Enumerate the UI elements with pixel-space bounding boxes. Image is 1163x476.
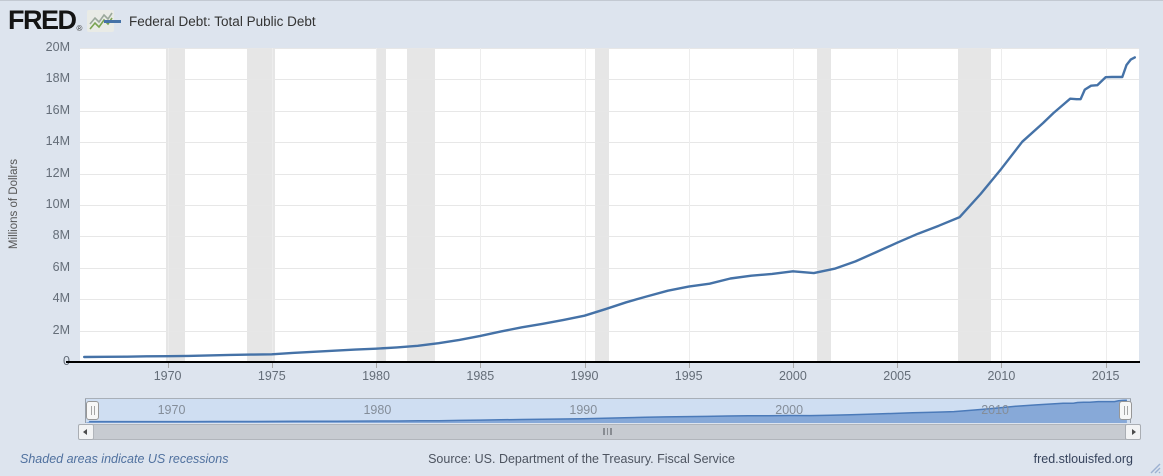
fred-logo-text: FRED (8, 5, 77, 35)
x-gridline (1001, 48, 1003, 362)
y-tick-label: 2M (52, 322, 70, 337)
scroll-right-button[interactable] (1125, 424, 1141, 440)
y-gridline (80, 142, 1139, 144)
y-tick-label: 14M (45, 134, 70, 149)
y-gridline (80, 299, 1139, 301)
x-tick-label: 1995 (674, 369, 703, 383)
debt-line (82, 56, 1137, 359)
x-gridline (688, 48, 690, 362)
legend-label: Federal Debt: Total Public Debt (129, 13, 316, 29)
y-axis-title: Millions of Dollars (8, 158, 20, 250)
x-tick-label: 2015 (1091, 369, 1120, 383)
selector-area-chart (85, 399, 1127, 423)
y-tick-label: 20M (45, 40, 70, 54)
x-tick-label: 2010 (987, 369, 1016, 383)
selector-year-label: 2000 (775, 403, 804, 417)
y-tick-label: 10M (45, 197, 70, 211)
selector-year-label: 2010 (981, 403, 1009, 417)
y-tick-label: 8M (52, 228, 70, 243)
x-tick-mark (376, 363, 377, 368)
x-gridline (792, 48, 794, 362)
registered-mark: ® (76, 24, 83, 33)
y-tick-label: 16M (45, 102, 70, 117)
x-tick-mark (897, 363, 899, 368)
right-arrow-icon (1132, 429, 1136, 435)
selector-edge-line (85, 399, 86, 423)
selector-year-label: 1980 (363, 403, 392, 417)
y-tick-label: 18M (45, 71, 70, 86)
x-tick-mark (688, 363, 690, 368)
legend-line-swatch (104, 19, 121, 23)
resize-grip-icon[interactable] (1148, 461, 1161, 474)
date-range-selector[interactable]: 1970 1980 1990 2000 2010 (85, 398, 1131, 423)
x-tick-label: 1975 (257, 369, 286, 383)
fred-logo[interactable]: FRED ® (8, 5, 115, 35)
y-tick-label: 12M (45, 165, 70, 180)
x-tick-label: 2000 (778, 369, 807, 383)
x-tick-mark (480, 363, 482, 368)
plot-area[interactable] (80, 48, 1139, 362)
legend: Federal Debt: Total Public Debt (104, 1, 316, 41)
left-arrow-icon (83, 429, 87, 435)
y-tick-label: 0 (28, 354, 70, 368)
x-tick-mark (792, 363, 794, 368)
scroll-left-button[interactable] (78, 424, 94, 440)
x-gridline (376, 48, 377, 362)
x-tick-label: 1970 (153, 369, 182, 383)
y-gridline (80, 110, 1139, 112)
x-tick-label: 1980 (362, 369, 390, 383)
x-gridline (271, 48, 273, 362)
selector-year-label: 1990 (569, 403, 598, 417)
scrollbar-grip[interactable] (603, 428, 612, 435)
horizontal-scrollbar[interactable] (78, 424, 1141, 440)
y-gridline (80, 205, 1139, 206)
x-gridline (584, 48, 586, 362)
recession-note: Shaded areas indicate US recessions (20, 452, 229, 466)
range-handle-left[interactable] (86, 401, 99, 420)
x-gridline (897, 48, 899, 362)
selector-year-label: 1970 (157, 403, 186, 417)
y-gridline (80, 330, 1139, 332)
y-gridline (80, 79, 1139, 81)
y-tick-label: 4M (52, 291, 70, 306)
y-tick-label: 6M (52, 259, 70, 274)
x-tick-mark (1001, 363, 1003, 368)
x-axis-line (66, 361, 1140, 363)
x-gridline (1105, 48, 1107, 362)
x-tick-label: 1990 (570, 369, 599, 383)
x-tick-mark (271, 363, 273, 368)
y-gridline (80, 267, 1139, 269)
y-gridline (80, 173, 1139, 175)
x-gridline (480, 48, 482, 362)
x-tick-mark (1105, 363, 1107, 368)
x-tick-mark (167, 363, 169, 368)
x-tick-label: 1985 (466, 369, 495, 383)
range-handle-right[interactable] (1119, 401, 1132, 420)
site-link[interactable]: fred.stlouisfed.org (1033, 452, 1133, 466)
y-gridline (80, 236, 1139, 238)
x-tick-mark (584, 363, 586, 368)
x-gridline (167, 48, 169, 362)
x-tick-label: 2005 (883, 369, 912, 383)
y-gridline (80, 48, 1139, 49)
source-text: Source: US. Department of the Treasury. … (428, 452, 735, 466)
fred-logo-chart-icon (87, 10, 115, 32)
